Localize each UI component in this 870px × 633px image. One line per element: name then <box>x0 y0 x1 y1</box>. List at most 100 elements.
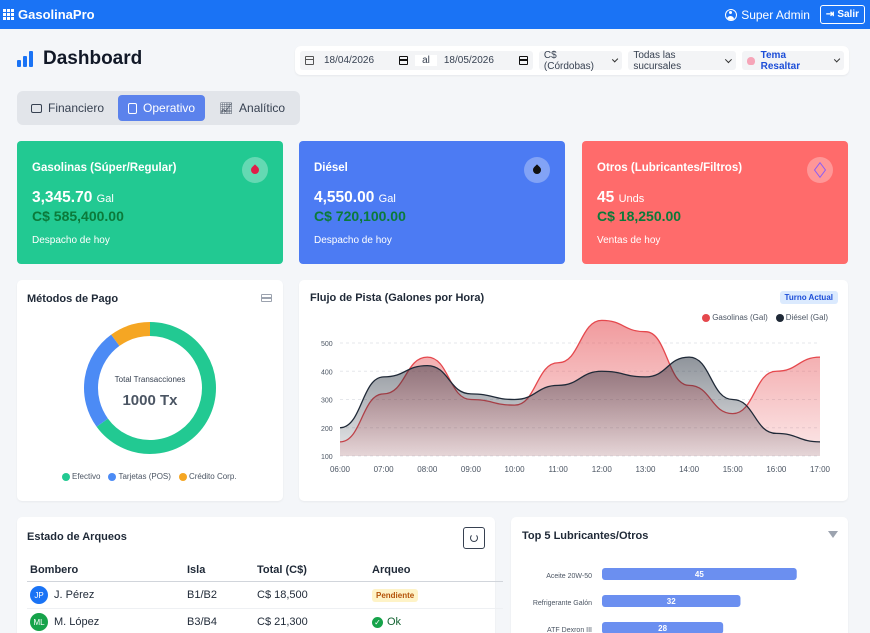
fuel-drop-icon <box>242 157 268 183</box>
calendar-icon <box>305 56 314 65</box>
arqueos-table: Bombero Isla Total (C$) Arqueo JP J. Pére… <box>27 561 503 633</box>
bombero-name: M. López <box>54 615 100 628</box>
refresh-icon <box>470 534 478 542</box>
bar[interactable] <box>602 568 797 580</box>
legend-item-credito[interactable]: Crédito Corp. <box>178 472 237 481</box>
theme-select[interactable]: Tema Resaltar <box>741 49 844 72</box>
kpi-unit: Unds <box>618 193 645 205</box>
legend-item-efectivo[interactable]: Efectivo <box>62 472 100 481</box>
donut-center-value: 1000 Tx <box>122 392 178 409</box>
kpi-subtitle: Despacho de hoy <box>314 235 392 246</box>
bar-value-label: 32 <box>667 597 676 606</box>
x-tick-label: 16:00 <box>766 465 787 474</box>
kpi-unit: Gal <box>378 193 396 205</box>
col-total[interactable]: Total (C$) <box>254 561 369 582</box>
flow-title: Flujo de Pista (Galones por Hora) <box>310 292 485 304</box>
bar[interactable] <box>602 622 724 633</box>
tab-label: Analítico <box>239 101 286 115</box>
table-row[interactable]: ML M. López B3/B4 C$ 21,300 ✓ Ok <box>27 608 503 633</box>
branch-select[interactable]: Todas las sucursales <box>628 50 736 72</box>
bar-label: Refrigerante Galón <box>533 600 592 607</box>
filter-icon[interactable] <box>828 531 838 538</box>
payments-legend: Efectivo Tarjetas (POS) Crédito Corp. <box>62 472 237 481</box>
legend-item-diesel[interactable]: Diésel (Gal) <box>775 313 828 322</box>
bombero-name: J. Pérez <box>54 588 95 601</box>
date-separator: al <box>415 55 437 66</box>
kpi-money: C$ 720,100.00 <box>314 208 406 224</box>
kpi-title: Diésel <box>314 162 348 174</box>
page-title: Dashboard <box>43 48 143 69</box>
check-circle-icon: ✓ <box>372 616 383 628</box>
date-from-input[interactable]: 18/04/2026 <box>324 55 375 66</box>
donut-slice-efectivo[interactable] <box>96 322 216 454</box>
y-tick-label: 400 <box>321 369 333 376</box>
bar-chart-icon <box>17 51 33 67</box>
y-tick-label: 200 <box>321 426 333 433</box>
x-tick-label: 08:00 <box>417 465 438 474</box>
kpi-title: Gasolinas (Súper/Regular) <box>32 162 177 174</box>
donut-slice-tarjetas-pos-[interactable] <box>84 334 120 427</box>
bar[interactable] <box>602 595 741 607</box>
user-menu[interactable]: Super Admin <box>725 8 810 22</box>
x-tick-label: 10:00 <box>505 465 526 474</box>
clipboard-icon <box>128 102 138 114</box>
chart-line-icon: 📈︎ <box>219 102 234 115</box>
col-arqueo[interactable]: Arqueo <box>369 561 503 582</box>
tab-financiero[interactable]: Financiero <box>21 95 114 121</box>
shift-badge[interactable]: Turno Actual <box>779 291 838 304</box>
y-tick-label: 500 <box>321 341 333 348</box>
theme-value: Tema Resaltar <box>760 49 801 72</box>
legend-item-gasolinas[interactable]: Gasolinas (Gal) <box>702 313 768 322</box>
col-bombero[interactable]: Bombero <box>27 561 184 582</box>
flow-legend: Gasolinas (Gal) Diésel (Gal) <box>702 313 828 322</box>
kpi-card-diesel: Diésel 4,550.00 Gal C$ 720,100.00 Despac… <box>299 141 565 264</box>
currency-select[interactable]: C$ (Córdobas) <box>538 49 623 72</box>
series-line-diesel[interactable] <box>339 356 821 443</box>
chevron-down-icon <box>611 55 619 63</box>
col-isla[interactable]: Isla <box>184 561 254 582</box>
date-to-input[interactable]: 18/05/2026 <box>443 55 494 66</box>
brand[interactable]: GasolinaPro <box>3 7 95 22</box>
y-tick-label: 100 <box>321 454 333 461</box>
x-tick-label: 14:00 <box>679 465 700 474</box>
box-icon <box>807 157 833 183</box>
status-ok: Ok <box>387 616 402 628</box>
total-cell: C$ 18,500 <box>254 581 369 609</box>
logout-button[interactable]: ⇥ Salir <box>819 5 865 24</box>
date-to-picker-icon[interactable] <box>518 56 528 65</box>
bar-value-label: 28 <box>658 624 667 633</box>
kpi-money: C$ 585,400.00 <box>32 208 124 224</box>
x-tick-label: 12:00 <box>592 465 613 474</box>
top5-panel: Top 5 Lubricantes/Otros Aceite 20W-50 45 R… <box>511 517 848 633</box>
donut-slice-cr-dito-corp-[interactable] <box>111 322 151 347</box>
filter-bar: 18/04/2026 al 18/05/2026 C$ (Córdobas) T… <box>295 46 849 75</box>
currency-value: C$ (Córdobas) <box>543 49 594 72</box>
top-bar: GasolinaPro Super Admin ⇥ Salir <box>0 0 870 29</box>
kpi-amount: 4,550.00 Gal <box>314 189 396 206</box>
legend-item-tarjetas[interactable]: Tarjetas (POS) <box>108 472 171 481</box>
avatar: ML <box>30 613 48 631</box>
table-row[interactable]: JP J. Pérez B1/B2 C$ 18,500 Pendiente <box>27 581 503 609</box>
flow-panel: Flujo de Pista (Galones por Hora) Turno … <box>299 280 848 501</box>
arqueos-panel: Estado de Arqueos Bombero Isla Total (C$… <box>17 517 503 633</box>
kpi-title: Otros (Lubricantes/Filtros) <box>597 162 743 174</box>
refresh-button[interactable] <box>463 527 485 549</box>
flow-area-chart: 100 200 300 400 500 06:00 07:00 08:00 09:00 10:00… <box>321 319 831 474</box>
x-tick-label: 11:00 <box>548 465 568 474</box>
x-tick-label: 17:00 <box>810 465 831 474</box>
payments-donut-chart: Total Transacciones 1000 Tx <box>84 322 216 454</box>
isla-cell: B1/B2 <box>184 581 254 609</box>
top5-title: Top 5 Lubricantes/Otros <box>522 530 649 542</box>
x-tick-label: 15:00 <box>723 465 744 474</box>
date-from-picker-icon[interactable] <box>399 56 409 65</box>
apps-grid-icon <box>3 9 14 20</box>
status-badge: Pendiente <box>372 589 419 602</box>
logout-label: Salir <box>837 9 859 20</box>
tab-analitico[interactable]: 📈︎ Analítico <box>209 95 295 121</box>
app-name: GasolinaPro <box>18 7 95 22</box>
x-tick-label: 06:00 <box>330 465 351 474</box>
view-tabs: Financiero Operativo 📈︎ Analítico <box>17 91 300 125</box>
date-range: 18/04/2026 al 18/05/2026 <box>300 51 533 70</box>
palette-icon <box>746 56 755 65</box>
tab-operativo[interactable]: Operativo <box>118 95 206 121</box>
